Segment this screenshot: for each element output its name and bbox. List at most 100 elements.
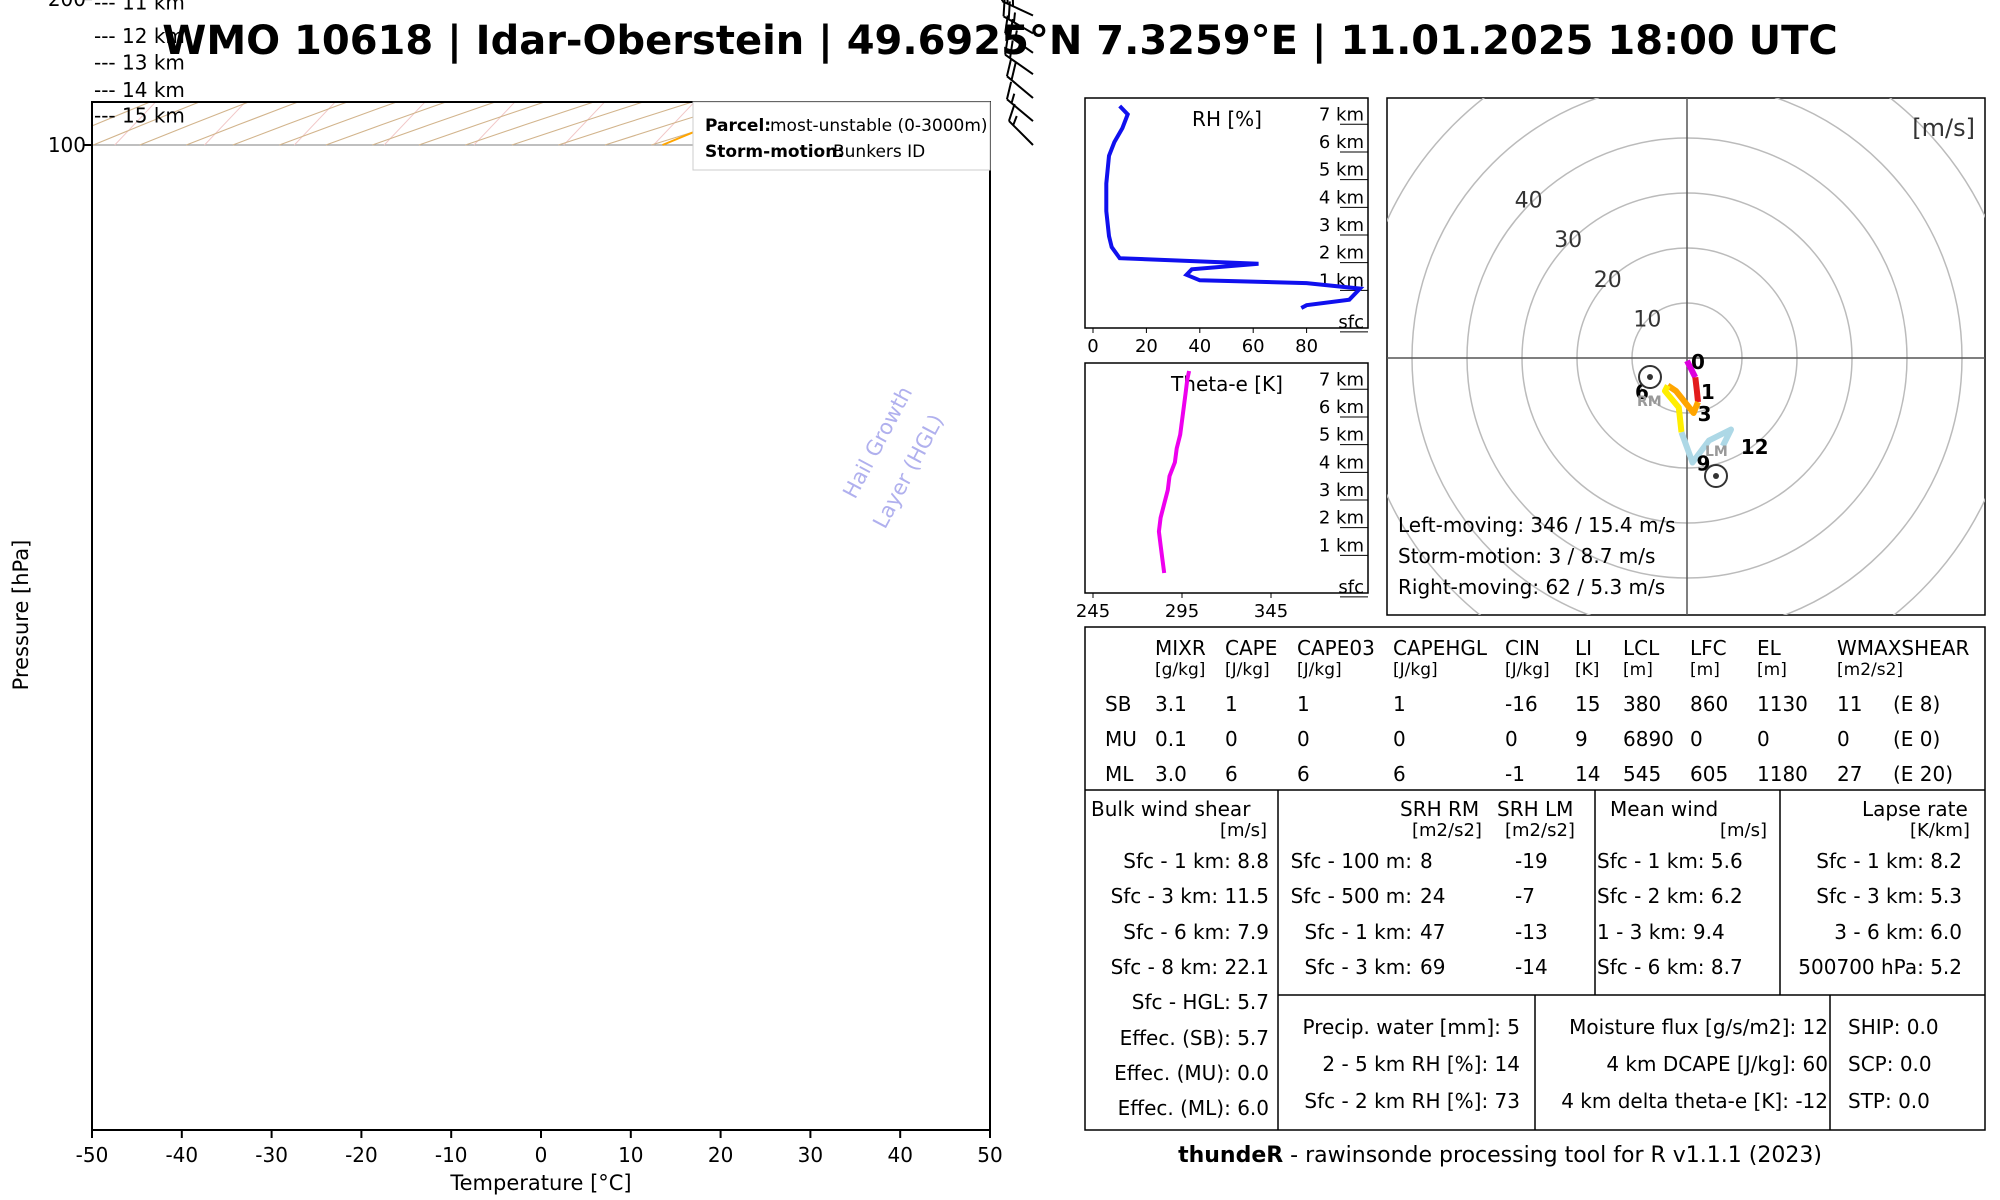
- barb-flag: [1005, 58, 1013, 77]
- params-header: LI: [1575, 636, 1593, 660]
- barb-flag: [1011, 0, 1015, 7]
- moist-adiabat: [518, 0, 1896, 60]
- lapse-rate-row: 3 - 6 km: 6.0: [1834, 919, 1962, 944]
- params-header: CAPEHGL: [1393, 636, 1488, 660]
- params-cell: 1130: [1757, 692, 1808, 716]
- params-cell: 1180: [1757, 762, 1808, 786]
- panel-ytick-label: 2 km: [1319, 508, 1364, 529]
- footer-text: - rawinsonde processing tool for R v1.1.…: [1283, 1143, 1822, 1168]
- hodograph-trace: [1678, 426, 1734, 466]
- moist-adiabat: [743, 0, 2000, 60]
- x-tick-label: -30: [255, 1143, 288, 1167]
- panel-xtick-label: 40: [1188, 336, 1211, 357]
- panel-ytick-label: 7 km: [1319, 369, 1364, 390]
- moist-adiabat: [633, 0, 2000, 60]
- moisture-row: Sfc - 2 km RH [%]: 73: [1304, 1089, 1520, 1113]
- params-header: WMAXSHEAR: [1837, 636, 1970, 660]
- panel-ytick-label: sfc: [1338, 312, 1364, 333]
- x-tick-label: -40: [165, 1143, 198, 1167]
- x-tick-label: 0: [535, 1143, 548, 1167]
- skewt-frame: [91, 101, 991, 1131]
- bulk-shear-row: Effec. (MU): 0.0: [1114, 1060, 1269, 1085]
- srh-lm-value: -14: [1515, 954, 1548, 979]
- bulk-shear-row: Sfc - 1 km: 8.8: [1123, 849, 1269, 873]
- hodograph-trace: [1662, 384, 1685, 433]
- params-cell: (E 0): [1893, 727, 1941, 751]
- wind-barbs: [1000, 0, 1034, 146]
- hodograph-km-label: 3: [1698, 402, 1712, 426]
- srh-label: Sfc - 3 km:: [1304, 954, 1412, 979]
- params-header-unit: [m]: [1623, 660, 1653, 680]
- moist-adiabat: [487, 0, 1860, 60]
- barb-half: [1010, 93, 1016, 104]
- barb-flag: [1004, 15, 1009, 34]
- panel-ytick-label: 6 km: [1319, 132, 1364, 153]
- params-header-unit: [J/kg]: [1225, 660, 1270, 680]
- bulk-shear-row: Effec. (ML): 6.0: [1117, 1096, 1269, 1121]
- panel-xtick-label: 345: [1254, 601, 1288, 622]
- index-row: SCP: 0.0: [1848, 1052, 1932, 1076]
- x-tick-label: 30: [798, 1143, 823, 1167]
- theta-e-panel: Theta-e [K] 7 km6 km5 km4 km3 km2 km1 kms…: [1076, 362, 1369, 622]
- panel-ytick-label: 6 km: [1319, 397, 1364, 418]
- moisture-row: Precip. water [mm]: 5: [1302, 1015, 1521, 1039]
- flux-row: Moisture flux [g/s/m2]: 12: [1569, 1015, 1828, 1039]
- y-axis-label: Pressure [hPa]: [9, 540, 33, 691]
- lapse-rate-row: Sfc - 3 km: 5.3: [1816, 884, 1962, 909]
- wind-barb: [1005, 81, 1034, 122]
- storm-marker-rm-dot: [1713, 473, 1719, 479]
- hodograph-trace: [1684, 359, 1698, 379]
- panel-xtick-label: 0: [1087, 336, 1098, 357]
- bulk-shear-row: Sfc - 3 km: 11.5: [1110, 884, 1269, 909]
- params-cell: 9: [1575, 727, 1588, 751]
- moist-adiabat: [1273, 0, 2000, 60]
- srh-rm-title: SRH RM: [1400, 797, 1480, 821]
- params-cell: -1: [1505, 762, 1525, 786]
- params-cell: 0: [1297, 727, 1310, 751]
- panel-ytick-label: sfc: [1338, 577, 1364, 598]
- params-cell: MU: [1105, 727, 1137, 751]
- barb-half: [1012, 12, 1016, 23]
- wind-barb: [1002, 0, 1034, 35]
- barb-flag: [1008, 103, 1016, 122]
- panel-xtick-label: 20: [1135, 336, 1158, 357]
- hodograph-km-label: 0: [1691, 350, 1705, 374]
- barb-flag: [1002, 0, 1006, 17]
- wind-barb: [1008, 103, 1034, 146]
- lapse-rate-row: 500700 hPa: 5.2: [1798, 954, 1962, 979]
- bulk-shear-row: Sfc - 6 km: 7.9: [1123, 919, 1269, 944]
- mean-wind-unit: [m/s]: [1720, 820, 1768, 841]
- params-header-unit: [m]: [1757, 660, 1787, 680]
- hodograph-km-label: 1: [1701, 380, 1715, 404]
- storm-label-lm: LM: [1705, 444, 1728, 460]
- params-header: CAPE: [1225, 636, 1278, 660]
- barb-flag: [1004, 36, 1009, 55]
- params-cell: 1: [1297, 692, 1310, 716]
- params-cell: 11: [1837, 692, 1863, 716]
- params-header-unit: [J/kg]: [1505, 660, 1550, 680]
- index-row: SHIP: 0.0: [1848, 1015, 1939, 1039]
- panel-frame: [1084, 97, 1369, 329]
- moist-adiabat: [1009, 0, 2000, 60]
- barb-half: [1013, 30, 1018, 41]
- parameter-boxes: [1084, 626, 1986, 1131]
- lapse-rate-unit: [K/km]: [1910, 820, 1970, 841]
- barb-flag: [1005, 81, 1013, 100]
- bulk-shear-row: Effec. (SB): 5.7: [1119, 1025, 1269, 1050]
- params-cell: 15: [1575, 692, 1601, 716]
- params-cell: 14: [1575, 762, 1601, 786]
- storm-label-rm: RM: [1637, 394, 1662, 410]
- barb-flag: [1009, 40, 1014, 59]
- srh-rm-value: 69: [1420, 954, 1446, 979]
- srh-rm-value: 47: [1420, 919, 1446, 944]
- mean-wind-row: Sfc - 1 km: 5.6: [1597, 849, 1743, 873]
- hodograph-ring-label: 40: [1515, 189, 1543, 214]
- params-cell: 6890: [1623, 727, 1674, 751]
- hodograph-unit: [m/s]: [1912, 114, 1975, 142]
- wind-barb: [1005, 58, 1034, 99]
- storm-motion-line: Left-moving: 346 / 15.4 m/s: [1398, 513, 1676, 537]
- params-cell: 0: [1837, 727, 1850, 751]
- bulk-shear-title: Bulk wind shear: [1091, 797, 1251, 821]
